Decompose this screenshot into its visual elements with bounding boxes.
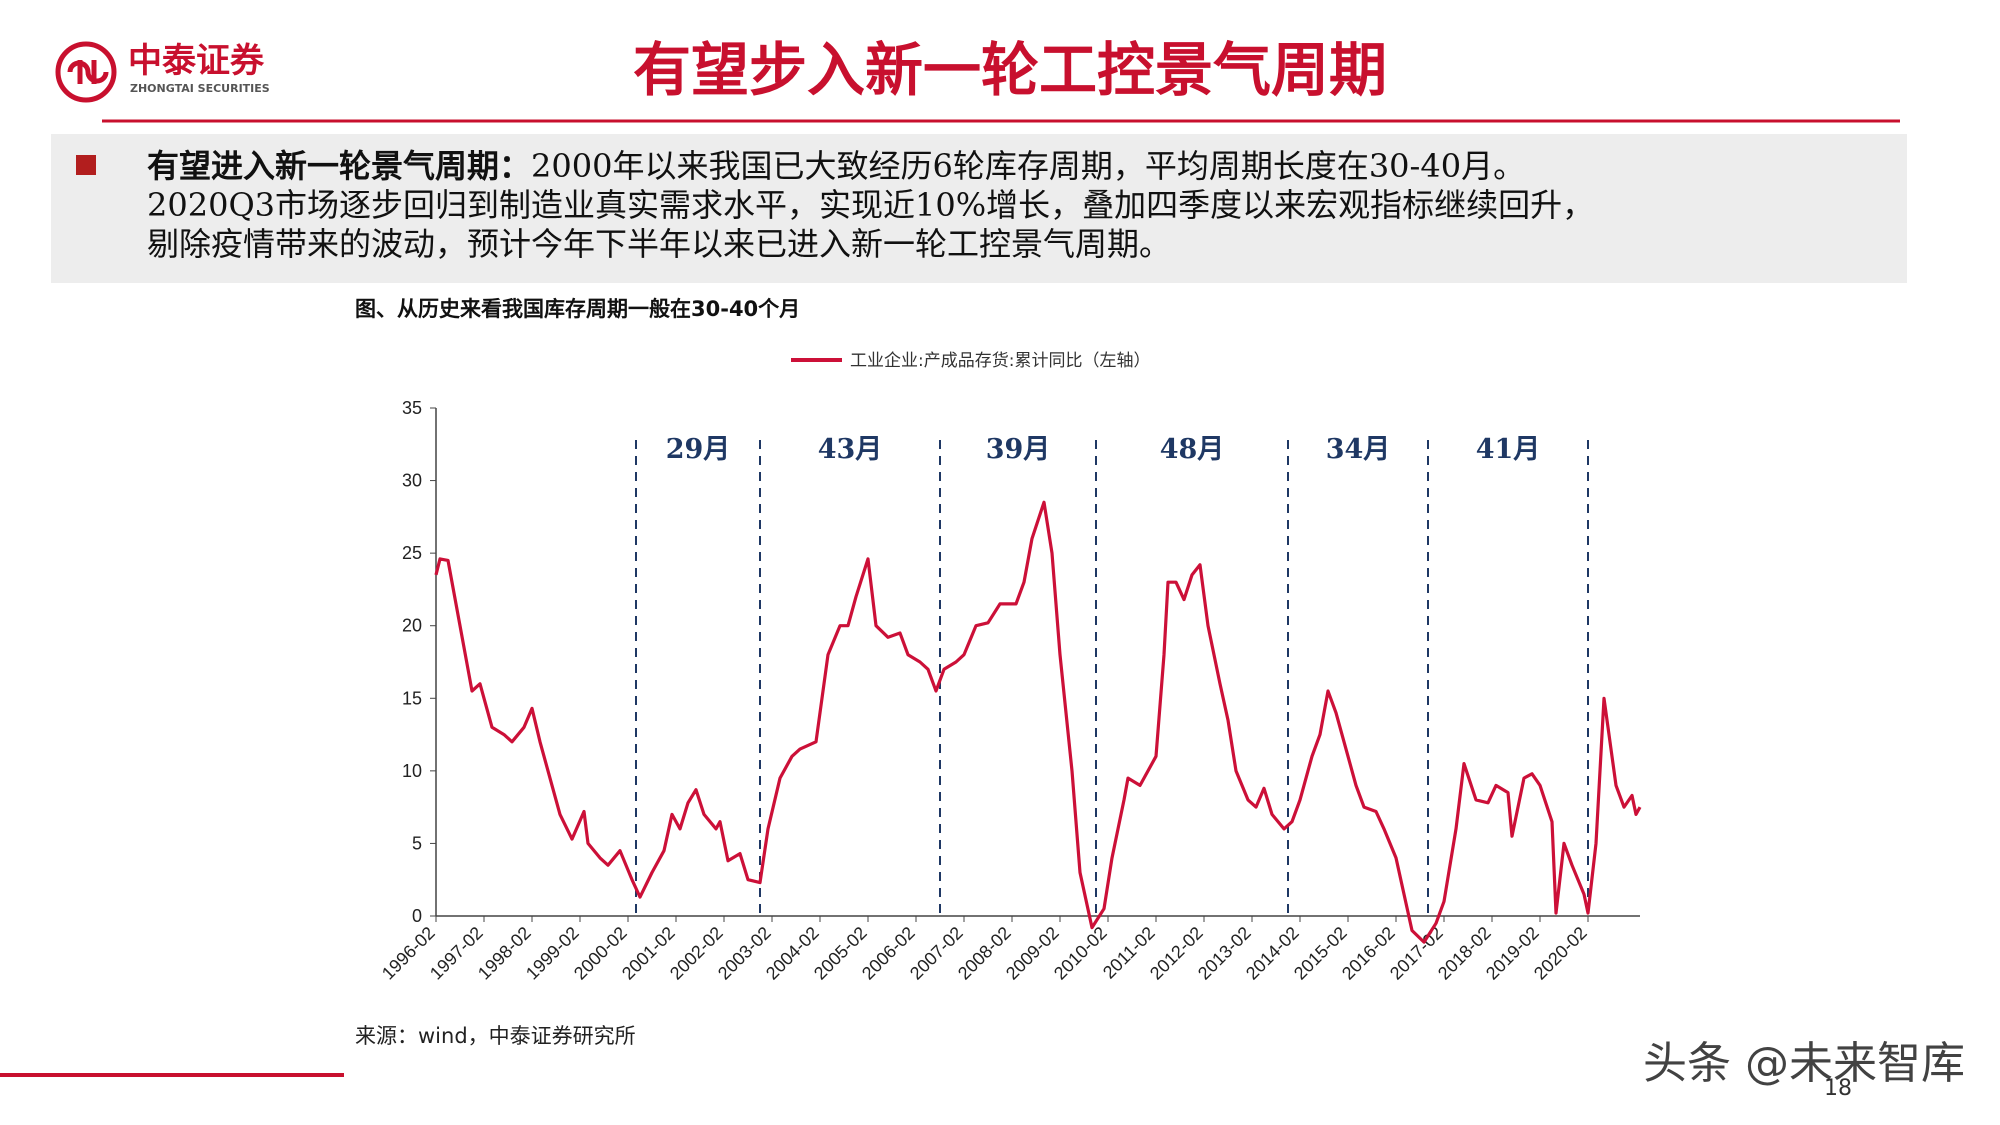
- cycle-label: 39月: [986, 434, 1051, 465]
- y-tick-label: 10: [402, 761, 422, 781]
- chart-source: 来源：wind，中泰证券研究所: [355, 1024, 636, 1048]
- summary-text: 2000年以来我国已大致经历6轮库存周期，平均周期长度在30-40月。: [531, 147, 1525, 185]
- y-tick-label: 20: [402, 616, 422, 636]
- legend-label: 工业企业:产成品存货:累计同比（左轴）: [850, 351, 1150, 371]
- y-tick-label: 0: [412, 906, 422, 926]
- chart-title: 图、从历史来看我国库存周期一般在30-40个月: [355, 297, 800, 321]
- cycle-label: 48月: [1160, 434, 1225, 465]
- y-tick-label: 25: [402, 543, 422, 563]
- cycle-label: 34月: [1326, 434, 1391, 465]
- summary-line: 有望进入新一轮景气周期：2000年以来我国已大致经历6轮库存周期，平均周期长度在…: [147, 147, 1525, 185]
- x-tick-label: 2010-02: [1050, 923, 1111, 984]
- logo-glyph: [67, 60, 109, 84]
- slide-title: 有望步入新一轮工控景气周期: [633, 36, 1387, 104]
- y-tick-label: 35: [402, 398, 422, 418]
- summary-line: 2020Q3市场逐步回归到制造业真实需求水平，实现近10%增长，叠加四季度以来宏…: [147, 186, 1594, 224]
- cycle-label: 41月: [1476, 434, 1541, 465]
- summary-lead: 有望进入新一轮景气周期：: [147, 147, 531, 185]
- series-line: [434, 500, 1642, 944]
- bullet: [76, 155, 96, 175]
- y-tick-label: 5: [412, 833, 422, 853]
- chart: 051015202530351996-021997-021998-021999-…: [378, 351, 1642, 984]
- cycle-label: 43月: [818, 434, 883, 465]
- logo-name: 中泰证券: [128, 41, 265, 81]
- y-tick-label: 30: [402, 471, 422, 491]
- logo: 中泰证券 ZHONGTAI SECURITIES: [55, 41, 270, 103]
- cycle-label: 29月: [666, 434, 731, 465]
- y-tick-label: 15: [402, 688, 422, 708]
- watermark: 头条 @未来智库: [1643, 1038, 1965, 1089]
- summary-line: 剔除疫情带来的波动，预计今年下半年以来已进入新一轮工控景气周期。: [147, 225, 1171, 263]
- page-number: 18: [1824, 1076, 1852, 1101]
- x-tick-label: 2020-02: [1530, 923, 1591, 984]
- summary-box: [51, 134, 1907, 283]
- logo-ring: [55, 41, 117, 103]
- logo-sub: ZHONGTAI SECURITIES: [130, 82, 270, 95]
